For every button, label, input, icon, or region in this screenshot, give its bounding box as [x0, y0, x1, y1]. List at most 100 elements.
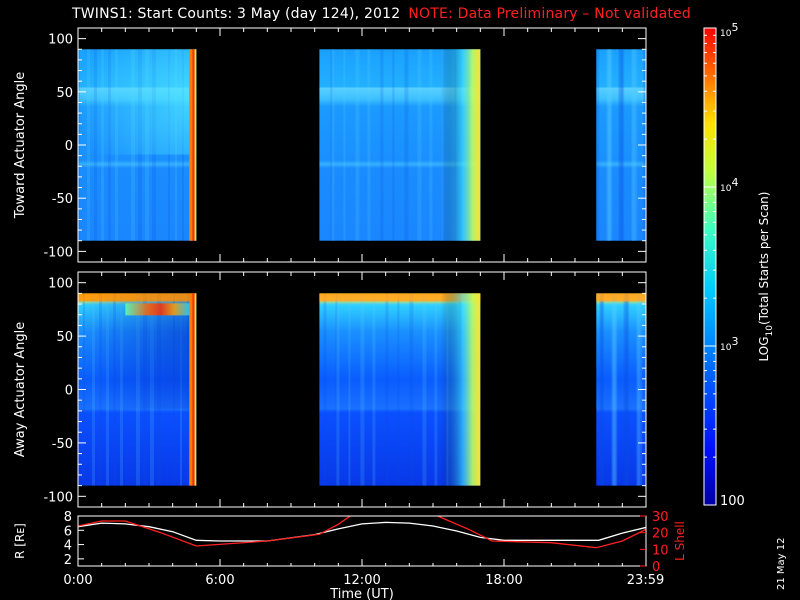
toward-panel: 100 50 0 -50 -100 Toward Actuator Angle: [13, 27, 648, 263]
toward-streak: [620, 49, 625, 241]
away-ytick-label: 0: [65, 384, 73, 399]
away-streak: [601, 293, 605, 486]
away-edge-band: [440, 293, 481, 486]
series-l-shell: [78, 516, 646, 549]
orbit-ytick-right-label: 20: [652, 527, 669, 542]
orbit-xtick-label: 12:00: [343, 573, 380, 588]
title-text: TWINS1: Start Counts: 3 May (day 124), 2…: [72, 6, 401, 22]
toward-streak: [429, 49, 433, 241]
toward-streak: [607, 49, 612, 241]
toward-ytick-label: -50: [52, 192, 73, 207]
toward-streak: [631, 49, 634, 241]
orbit-xtick-label: 0:00: [63, 573, 92, 588]
toward-ytick-label: 100: [48, 33, 73, 48]
toward-streak: [608, 49, 611, 241]
toward-arc-glow: [78, 49, 197, 155]
toward-streak: [621, 49, 624, 241]
colorbar-tick-label: 100: [720, 494, 745, 509]
orbit-ytick-right-label: 30: [652, 510, 669, 525]
orbit-xtick-label: 23:59: [627, 573, 664, 588]
toward-ytick-label: 0: [65, 139, 73, 154]
orbit-xlabel: Time (UT): [329, 587, 394, 600]
away-ytick-label: -50: [52, 437, 73, 452]
away-streak: [434, 293, 438, 486]
toward-hot-band: [194, 49, 197, 241]
away-streak: [611, 293, 615, 486]
away-streak: [600, 293, 603, 486]
away-streak: [335, 293, 338, 486]
away-top-band: [319, 293, 481, 302]
colorbar-gradient: [703, 27, 717, 506]
toward-streak: [380, 49, 384, 241]
toward-streak: [606, 49, 610, 241]
colorbar-label: LOG10(Total Starts per Scan): [757, 192, 775, 362]
away-streak: [409, 293, 414, 486]
away-ytick-label: -100: [43, 490, 73, 505]
away-streak: [385, 293, 389, 486]
away-hot-streak: [125, 303, 191, 316]
orbit-ytick-right-label: 10: [652, 543, 669, 558]
toward-streak: [392, 49, 395, 241]
away-hot-band: [189, 293, 193, 486]
toward-ylabel: Toward Actuator Angle: [13, 72, 28, 219]
away-hot-band: [192, 293, 195, 486]
toward-streak: [404, 49, 409, 241]
away-streak: [397, 293, 400, 486]
toward-streak: [632, 49, 636, 241]
orbit-ylabel-left: R [Rᴇ]: [13, 523, 27, 559]
toward-ytick-label: 50: [56, 86, 73, 101]
away-streak: [336, 293, 340, 486]
away-streak: [612, 293, 617, 486]
toward-streak: [596, 49, 600, 241]
away-streak: [323, 293, 327, 486]
away-streak: [372, 293, 376, 486]
away-streak: [625, 293, 630, 486]
colorbar-tick-label: 105: [720, 21, 738, 39]
away-ytick-label: 50: [56, 330, 73, 345]
away-top-band: [78, 293, 197, 302]
toward-streak: [343, 49, 346, 241]
preliminary-note: NOTE: Data Preliminary – Not validated: [408, 6, 691, 22]
orbit-xtick-label: 18:00: [485, 573, 522, 588]
toward-edge-band: [440, 49, 481, 241]
toward-streak: [367, 49, 371, 241]
toward-streak: [355, 49, 360, 241]
away-panel: 100 50 0 -50 -100 Away Actuator Angle: [13, 271, 647, 508]
away-hot-band: [194, 293, 197, 486]
away-streak: [599, 293, 604, 486]
toward-streak: [618, 49, 621, 241]
away-streak: [624, 293, 628, 486]
toward-hot-band: [192, 49, 195, 241]
orbit-ytick-left-label: 6: [64, 524, 72, 539]
away-data-block: [596, 293, 646, 486]
orbit-xtick-label: 6:00: [205, 573, 234, 588]
away-streak: [422, 293, 427, 486]
colorbar-tick-label: 103: [720, 335, 738, 353]
orbit-ytick-right-label: 0: [652, 560, 660, 575]
toward-streak: [330, 49, 333, 241]
away-top-band: [596, 293, 646, 302]
toward-streak: [331, 49, 335, 241]
orbit-ytick-left-label: 2: [64, 553, 72, 568]
series-r: [78, 521, 646, 542]
away-streak: [626, 293, 629, 486]
orbit-ylabel-right: L Shell: [673, 521, 687, 561]
away-ylabel: Away Actuator Angle: [13, 322, 28, 457]
away-ytick-label: 100: [48, 277, 73, 292]
toward-streak: [609, 49, 613, 241]
away-streak: [636, 293, 639, 486]
away-streak: [613, 293, 616, 486]
orbit-ytick-left-label: 4: [64, 539, 72, 554]
figure-title: TWINS1: Start Counts: 3 May (day 124), 2…: [72, 6, 691, 22]
toward-data-block: [596, 49, 646, 241]
away-streak: [360, 293, 365, 486]
colorbar: 105 104 103 100 LOG10(Total Starts per Scan): [703, 21, 775, 509]
away-streak: [614, 293, 618, 486]
away-streak: [348, 293, 351, 486]
datestamp: 21 May 12: [776, 537, 787, 590]
orbit-ytick-left-label: 8: [64, 510, 72, 525]
toward-streak: [633, 49, 638, 241]
